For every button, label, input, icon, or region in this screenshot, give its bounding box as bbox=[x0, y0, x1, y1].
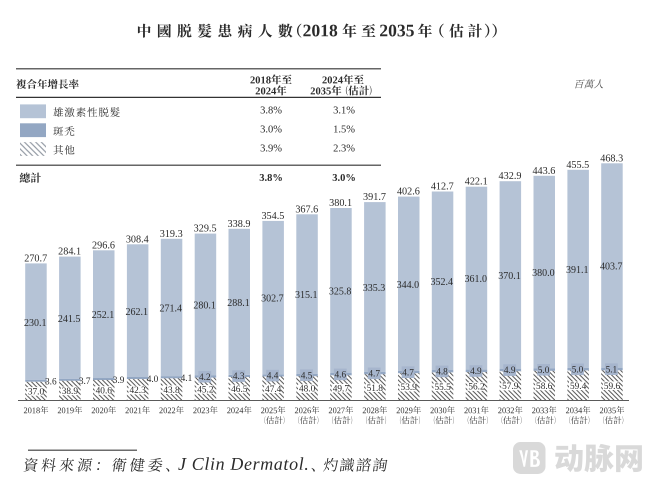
svg-text:3.6: 3.6 bbox=[45, 378, 57, 388]
svg-text:46.5: 46.5 bbox=[231, 385, 248, 395]
svg-text:412.7: 412.7 bbox=[431, 182, 454, 193]
svg-text:3.0%: 3.0% bbox=[260, 125, 282, 136]
svg-text:361.0: 361.0 bbox=[464, 274, 487, 285]
svg-text:391.1: 391.1 bbox=[566, 265, 589, 276]
svg-text:3.8%: 3.8% bbox=[259, 173, 283, 184]
svg-text:1.5%: 1.5% bbox=[333, 125, 355, 136]
svg-text:422.1: 422.1 bbox=[465, 177, 488, 188]
svg-text:42.3: 42.3 bbox=[129, 386, 146, 396]
svg-text:45.2: 45.2 bbox=[197, 386, 214, 396]
svg-text:4.9: 4.9 bbox=[504, 366, 516, 376]
svg-text:455.5: 455.5 bbox=[566, 160, 589, 171]
svg-text:38.9: 38.9 bbox=[62, 387, 79, 397]
svg-text:402.6: 402.6 bbox=[397, 187, 420, 198]
svg-text:4.0: 4.0 bbox=[147, 375, 159, 385]
svg-text:4.7: 4.7 bbox=[368, 369, 380, 379]
svg-text:55.5: 55.5 bbox=[434, 383, 451, 393]
svg-text:367.6: 367.6 bbox=[295, 204, 318, 215]
svg-text:3.7: 3.7 bbox=[79, 377, 91, 387]
svg-text:380.0: 380.0 bbox=[532, 268, 555, 279]
svg-text:4.1: 4.1 bbox=[181, 374, 193, 384]
svg-text:4.9: 4.9 bbox=[470, 367, 482, 377]
svg-text:3.8%: 3.8% bbox=[260, 106, 282, 117]
svg-text:48.0: 48.0 bbox=[299, 385, 316, 395]
svg-text:403.7: 403.7 bbox=[600, 262, 623, 273]
svg-text:344.0: 344.0 bbox=[397, 280, 420, 291]
svg-text:380.1: 380.1 bbox=[329, 198, 352, 209]
svg-text:37.0: 37.0 bbox=[28, 388, 45, 398]
svg-text:468.3: 468.3 bbox=[600, 153, 623, 164]
svg-text:43.8: 43.8 bbox=[163, 386, 180, 396]
svg-text:354.5: 354.5 bbox=[261, 211, 284, 222]
svg-text:241.5: 241.5 bbox=[58, 314, 81, 325]
svg-text:4.6: 4.6 bbox=[334, 371, 346, 381]
svg-text:280.1: 280.1 bbox=[193, 301, 216, 312]
svg-text:2.3%: 2.3% bbox=[333, 143, 355, 154]
svg-text:59.6: 59.6 bbox=[604, 382, 621, 392]
svg-text:3.0%: 3.0% bbox=[332, 173, 356, 184]
svg-text:262.1: 262.1 bbox=[126, 307, 149, 318]
svg-text:230.1: 230.1 bbox=[24, 318, 47, 329]
svg-text:432.9: 432.9 bbox=[499, 171, 522, 182]
svg-text:308.4: 308.4 bbox=[126, 234, 149, 245]
svg-text:3.9: 3.9 bbox=[113, 376, 125, 386]
svg-text:315.1: 315.1 bbox=[295, 290, 318, 301]
svg-text:5.0: 5.0 bbox=[538, 366, 550, 376]
svg-text:296.6: 296.6 bbox=[92, 240, 115, 251]
svg-text:370.1: 370.1 bbox=[498, 271, 521, 282]
svg-text:284.1: 284.1 bbox=[58, 247, 81, 258]
svg-text:352.4: 352.4 bbox=[431, 277, 454, 288]
svg-text:288.1: 288.1 bbox=[227, 298, 250, 309]
svg-text:4.4: 4.4 bbox=[267, 372, 279, 382]
svg-text:47.4: 47.4 bbox=[265, 385, 282, 395]
svg-text:51.8: 51.8 bbox=[367, 384, 384, 394]
svg-text:302.7: 302.7 bbox=[261, 294, 284, 305]
svg-text:325.8: 325.8 bbox=[329, 287, 352, 298]
svg-text:5.1: 5.1 bbox=[606, 365, 618, 375]
svg-text:335.3: 335.3 bbox=[363, 283, 386, 294]
svg-text:4.8: 4.8 bbox=[436, 368, 448, 378]
svg-text:49.7: 49.7 bbox=[333, 384, 350, 394]
svg-text:40.6: 40.6 bbox=[96, 387, 113, 397]
svg-text:270.7: 270.7 bbox=[24, 253, 47, 264]
svg-text:57.9: 57.9 bbox=[502, 382, 519, 392]
svg-text:3.9%: 3.9% bbox=[260, 143, 282, 154]
svg-text:5.0: 5.0 bbox=[572, 365, 584, 375]
svg-text:4.5: 4.5 bbox=[301, 371, 313, 381]
svg-text:58.6: 58.6 bbox=[536, 382, 553, 392]
svg-text:391.7: 391.7 bbox=[363, 192, 386, 203]
svg-text:56.2: 56.2 bbox=[468, 383, 485, 393]
svg-text:4.2: 4.2 bbox=[199, 373, 211, 383]
svg-text:252.1: 252.1 bbox=[92, 310, 115, 321]
svg-text:319.3: 319.3 bbox=[160, 229, 183, 240]
svg-text:4.7: 4.7 bbox=[402, 368, 414, 378]
svg-text:3.1%: 3.1% bbox=[333, 106, 355, 117]
svg-text:271.4: 271.4 bbox=[159, 304, 182, 315]
svg-text:443.6: 443.6 bbox=[532, 166, 555, 177]
svg-text:338.9: 338.9 bbox=[228, 219, 251, 230]
svg-text:4.3: 4.3 bbox=[233, 372, 245, 382]
svg-text:53.9: 53.9 bbox=[401, 383, 418, 393]
svg-text:59.4: 59.4 bbox=[570, 382, 587, 392]
svg-text:329.5: 329.5 bbox=[194, 224, 217, 235]
